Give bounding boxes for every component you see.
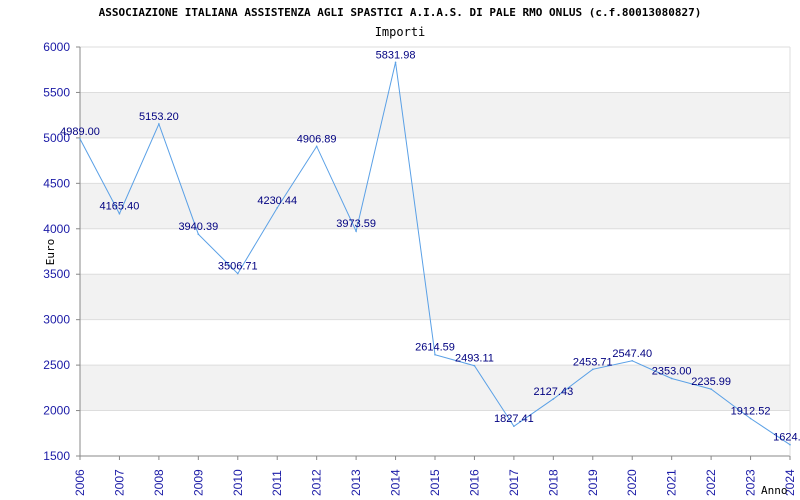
data-label: 1624.2 [773, 432, 800, 444]
y-tick-label: 5000 [43, 131, 70, 145]
chart-title: ASSOCIAZIONE ITALIANA ASSISTENZA AGLI SP… [98, 6, 702, 19]
x-tick-label: 2007 [112, 469, 126, 496]
x-tick-label: 2010 [231, 469, 245, 496]
data-label: 1827.41 [494, 413, 534, 425]
x-tick-label: 2006 [73, 469, 87, 496]
grid-band [80, 92, 790, 138]
data-point [118, 212, 121, 215]
data-label: 4165.40 [100, 201, 140, 213]
x-tick-label: 2013 [349, 469, 363, 496]
data-label: 1912.52 [731, 406, 771, 418]
grid-band [80, 365, 790, 411]
data-label: 2127.43 [533, 386, 573, 398]
data-point [315, 145, 318, 148]
x-tick-label: 2008 [152, 469, 166, 496]
data-label: 3940.39 [178, 221, 218, 233]
data-label: 2235.99 [691, 376, 731, 388]
x-tick-label: 2009 [191, 469, 205, 496]
x-tick-label: 2016 [467, 469, 481, 496]
x-tick-label: 2022 [704, 469, 718, 496]
x-tick-label: 2015 [428, 469, 442, 496]
data-label: 2353.00 [652, 365, 692, 377]
y-tick-label: 2500 [43, 358, 70, 372]
x-axis-ticks: 2006 2007 2008 2009 2010 2011 2012 2013 2014 2015… [73, 456, 797, 496]
series-lines [79, 61, 791, 446]
grid-band [80, 274, 790, 320]
y-tick-label: 5500 [43, 85, 70, 99]
y-tick-label: 3500 [43, 267, 70, 281]
x-tick-label: 2012 [310, 469, 324, 496]
data-point [394, 61, 397, 64]
data-label: 5153.20 [139, 111, 179, 123]
grid-bands [80, 92, 790, 411]
data-label: 2614.59 [415, 342, 455, 354]
x-tick-label: 2011 [270, 470, 284, 496]
data-point [434, 353, 436, 356]
data-label: 2493.11 [455, 353, 494, 365]
x-tick-label: 2023 [744, 469, 758, 496]
data-point [276, 207, 279, 209]
x-tick-label: 2021 [665, 469, 679, 496]
x-axis-label: Anno [761, 484, 788, 497]
data-point [355, 230, 357, 232]
data-point [473, 364, 476, 367]
y-tick-label: 2000 [43, 404, 70, 418]
data-point [631, 360, 634, 362]
data-label: 4906.89 [297, 133, 337, 145]
y-tick-label: 4000 [43, 222, 70, 236]
data-point [591, 368, 594, 371]
y-tick-label: 6000 [43, 40, 70, 54]
data-label: 2547.40 [612, 348, 652, 360]
x-tick-label: 2018 [546, 469, 560, 496]
data-point [552, 398, 555, 400]
x-tick-label: 2019 [586, 469, 600, 496]
y-axis-label: Euro [44, 239, 57, 266]
grid-band [80, 183, 790, 229]
y-tick-label: 1500 [43, 449, 70, 463]
y-axis-ticks: 1500 2000 2500 3000 3500 4000 4500 5000 5500 6000 [43, 40, 80, 463]
data-label: 3506.71 [218, 261, 258, 273]
y-tick-label: 4500 [43, 176, 70, 190]
data-point [197, 233, 200, 235]
chart-subtitle: Importi [374, 25, 426, 39]
data-label: 2453.71 [573, 356, 613, 368]
data-point [158, 123, 160, 125]
data-point [236, 272, 239, 275]
data-point [513, 425, 515, 428]
data-label: 4230.44 [257, 195, 297, 207]
data-point [710, 388, 712, 390]
y-tick-label: 3000 [43, 313, 70, 327]
data-labels: 4989.00 4165.40 5153.20 3940.39 3506.71 4230.… [60, 49, 800, 443]
data-point [789, 443, 791, 446]
x-tick-label: 2017 [507, 469, 521, 496]
x-tick-label: 2024 [783, 469, 797, 496]
x-tick-label: 2020 [625, 469, 639, 496]
data-label: 3973.59 [336, 218, 376, 230]
data-point [670, 377, 673, 380]
data-label: 4989.00 [60, 126, 100, 138]
data-point [79, 138, 81, 140]
data-label: 5831.98 [376, 49, 416, 61]
x-tick-label: 2014 [389, 469, 403, 496]
data-point [749, 417, 752, 420]
